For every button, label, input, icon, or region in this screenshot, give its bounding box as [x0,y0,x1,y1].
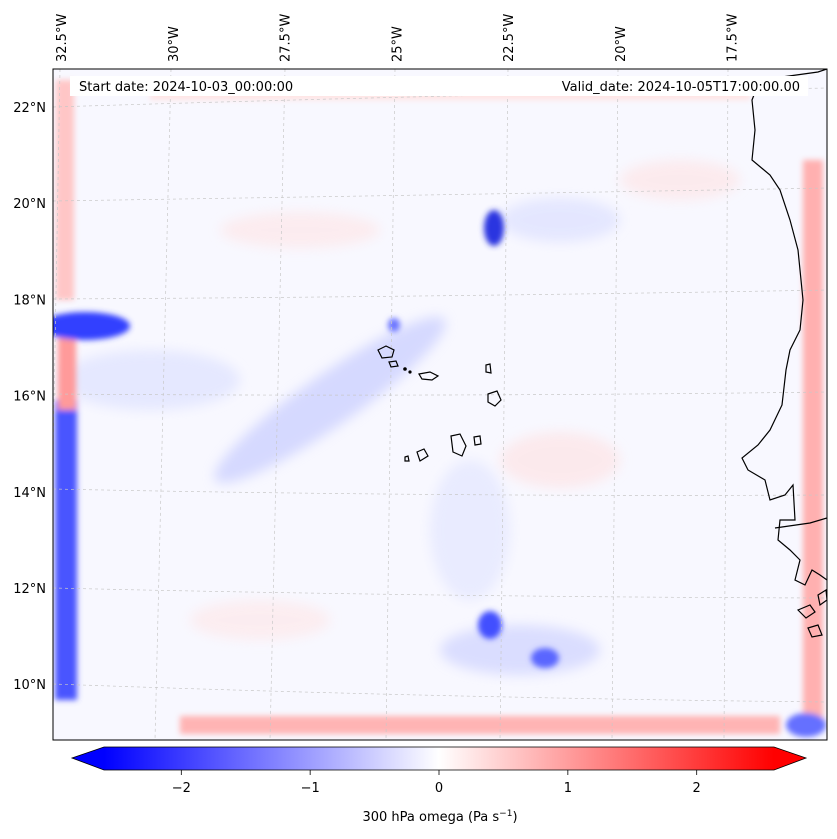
descent-patch [190,600,330,640]
omega-field [53,69,827,740]
coastlines [377,69,827,638]
island-sao-vicente [388,360,399,368]
latitude-label: 20°N [13,197,46,212]
colorbar-tick-label: −2 [172,781,191,796]
boundary-south-descent [180,716,780,734]
latitude-label: 12°N [13,582,46,597]
colorbar-tick-label: 2 [693,781,701,796]
ascent-corner-se [786,713,826,737]
island-brava [404,455,410,462]
coastline-bissagos [796,588,827,638]
colorbar-tick-label: −1 [301,781,320,796]
longitude-label: 25°W [390,26,405,62]
colorbar-ticks: −2 −1 0 1 2 [172,770,701,796]
colorbar-gradient [104,747,774,770]
ascent-core-west [53,312,130,340]
colorbar-extend-max [774,747,806,770]
colorbar-tick-label: 1 [564,781,572,796]
ascent-core-small [388,318,400,332]
boundary-west-descent [56,80,74,300]
colorbar-outline [70,746,808,771]
ascent-core-south [478,611,502,639]
map-panel: Start date: 2024-10-03_00:00:00 Valid_da… [52,68,828,741]
latitude-label: 14°N [13,486,46,501]
island-santo-antao [377,345,395,359]
coastline-africa [741,69,827,586]
colorbar-extend-min [72,747,104,770]
valid-date-label: Valid_date: 2024-10-05T17:00:00.00 [562,80,800,95]
ascent-patch [500,198,620,242]
longitude-label: 22.5°W [502,14,517,62]
graticule [53,69,827,740]
colorbar-label: 300 hPa omega (Pa s−1) [362,809,517,825]
ascent-patch [60,350,240,410]
coastline-gambia [774,517,827,529]
longitude-label: 30°W [167,26,182,62]
latitude-label: 18°N [13,293,46,308]
island-sal [485,363,492,374]
island-branco [408,370,412,374]
ascent-patch [430,460,510,600]
longitude-label: 32.5°W [55,14,70,62]
island-fogo [416,448,429,462]
ascent-core-southeast [531,648,559,668]
boundary-west-descent [58,330,76,410]
boundary-east-descent [803,160,823,730]
start-date-label: Start date: 2024-10-03_00:00:00 [79,80,293,95]
descent-patch [500,432,620,488]
colorbar-tick-label: 0 [435,781,443,796]
longitude-label: 20°W [614,26,629,62]
descent-patch [620,160,740,200]
island-santiago [450,433,467,457]
colorbar: −2 −1 0 1 2 300 hPa omega (Pa s−1) [70,746,808,825]
island-santa-luzia [403,367,407,371]
latitude-labels: 22°N 20°N 18°N 16°N 14°N 12°N 10°N [13,101,46,693]
latitude-label: 10°N [13,678,46,693]
ascent-band [214,316,446,484]
header-background [70,76,808,96]
map-frame [52,68,828,741]
island-boa-vista [487,390,502,407]
boundary-west-ascent [55,400,77,700]
longitude-label: 17.5°W [726,14,741,62]
island-sao-nicolau [418,371,440,381]
longitude-label: 27.5°W [279,14,294,62]
latitude-label: 22°N [13,101,46,116]
island-maio [473,435,482,446]
longitude-labels: 32.5°W 30°W 27.5°W 25°W 22.5°W 20°W 17.5°W [55,14,741,62]
ascent-patch [440,625,600,675]
descent-patch [220,212,380,248]
latitude-label: 16°N [13,390,46,405]
ascent-core-north [484,210,504,246]
